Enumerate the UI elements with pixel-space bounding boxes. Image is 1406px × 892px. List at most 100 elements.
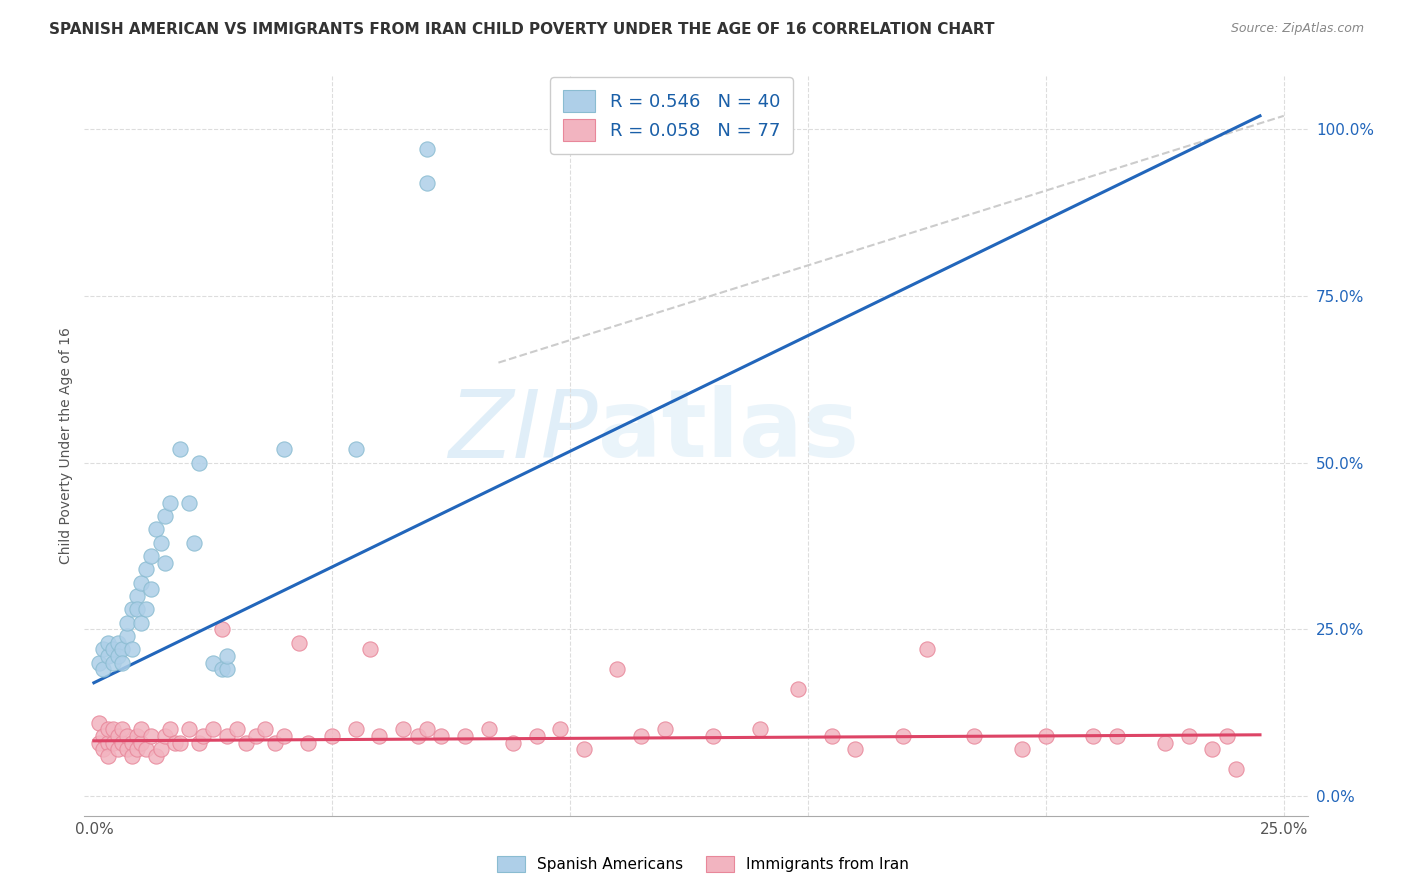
Point [891,729,914,743]
Point [93,662,115,676]
Point [97,736,120,750]
Point [606,662,628,676]
Point [1153,736,1175,750]
Point [702,729,724,743]
Point [149,742,172,756]
Legend: Spanish Americans, Immigrants from Iran: Spanish Americans, Immigrants from Iran [489,848,917,880]
Point [145,522,167,536]
Point [321,729,343,743]
Point [526,729,548,743]
Point [183,535,205,549]
Point [135,602,157,616]
Point [131,723,153,737]
Point [115,629,138,643]
Legend: R = 0.546   N = 40, R = 0.058   N = 77: R = 0.546 N = 40, R = 0.058 N = 77 [550,78,793,154]
Point [211,623,233,637]
Point [273,729,295,743]
Point [111,723,134,737]
Point [149,535,172,549]
Point [145,749,167,764]
Point [111,656,134,670]
Point [502,736,524,750]
Point [115,615,138,630]
Point [245,729,267,743]
Point [131,615,153,630]
Point [107,649,129,664]
Point [344,723,367,737]
Point [93,742,115,756]
Point [121,736,143,750]
Point [135,742,157,756]
Point [169,736,191,750]
Point [107,729,129,743]
Point [111,736,134,750]
Point [115,742,138,756]
Point [125,729,148,743]
Point [101,736,124,750]
Point [163,736,186,750]
Point [454,729,477,743]
Point [155,729,177,743]
Point [177,723,200,737]
Text: atlas: atlas [598,385,859,477]
Point [430,729,453,743]
Point [87,736,110,750]
Point [630,729,652,743]
Text: ZIP: ZIP [449,385,598,476]
Point [1035,729,1057,743]
Point [392,723,415,737]
Point [97,636,120,650]
Point [107,742,129,756]
Point [820,729,842,743]
Point [550,723,572,737]
Point [572,742,595,756]
Point [169,442,191,457]
Point [131,736,153,750]
Point [121,749,143,764]
Point [1107,729,1129,743]
Point [297,736,319,750]
Point [1083,729,1105,743]
Point [478,723,501,737]
Point [97,649,120,664]
Point [915,642,938,657]
Point [1177,729,1199,743]
Text: Source: ZipAtlas.com: Source: ZipAtlas.com [1230,22,1364,36]
Point [155,556,177,570]
Point [139,582,162,597]
Point [368,729,391,743]
Point [1201,742,1223,756]
Point [254,723,277,737]
Point [101,723,124,737]
Point [97,749,120,764]
Point [217,729,239,743]
Point [193,729,215,743]
Point [225,723,247,737]
Point [749,723,772,737]
Point [406,729,429,743]
Point [416,176,439,190]
Point [135,562,157,576]
Point [201,723,224,737]
Point [125,602,148,616]
Point [1215,729,1237,743]
Point [187,456,209,470]
Point [139,549,162,563]
Point [115,729,138,743]
Point [416,723,439,737]
Point [111,642,134,657]
Point [287,636,309,650]
Point [107,636,129,650]
Point [787,682,810,697]
Point [139,729,162,743]
Y-axis label: Child Poverty Under the Age of 16: Child Poverty Under the Age of 16 [59,327,73,565]
Point [125,589,148,603]
Point [159,723,181,737]
Point [97,723,120,737]
Point [121,602,143,616]
Text: SPANISH AMERICAN VS IMMIGRANTS FROM IRAN CHILD POVERTY UNDER THE AGE OF 16 CORRE: SPANISH AMERICAN VS IMMIGRANTS FROM IRAN… [49,22,994,37]
Point [416,142,439,156]
Point [235,736,257,750]
Point [93,642,115,657]
Point [1225,763,1247,777]
